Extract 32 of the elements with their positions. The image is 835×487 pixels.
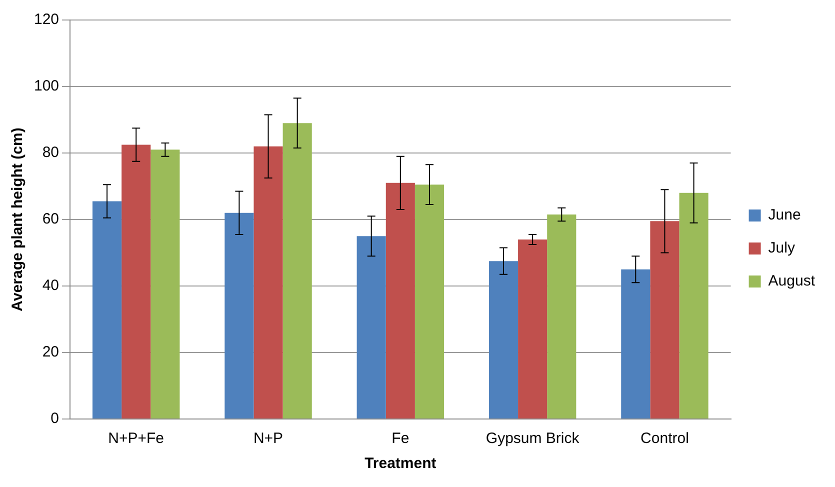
bar	[92, 201, 122, 418]
x-axis-title: Treatment	[364, 455, 436, 472]
bar	[650, 221, 680, 418]
x-tick-label: N+P+Fe	[108, 430, 164, 448]
bar	[150, 150, 180, 418]
y-tick-label: 0	[50, 410, 60, 428]
legend-label: June	[768, 206, 801, 224]
bar	[254, 146, 283, 418]
bar	[488, 261, 518, 418]
x-tick-label: N+P	[253, 430, 284, 448]
bar	[679, 192, 708, 418]
x-tick-label: Control	[640, 430, 689, 448]
bar	[518, 239, 548, 418]
y-tick-label: 60	[42, 210, 60, 228]
bar	[224, 212, 254, 418]
bar	[414, 184, 444, 418]
legend-label: July	[768, 240, 796, 257]
legend-label: August	[768, 272, 816, 290]
y-tick-label: 40	[42, 277, 60, 294]
x-tick-label: Fe	[392, 430, 410, 448]
bar	[386, 182, 415, 418]
y-tick-label: 120	[34, 11, 60, 28]
bar	[122, 144, 151, 418]
y-tick-label: 80	[42, 144, 60, 162]
bar	[621, 269, 650, 418]
bar	[282, 123, 312, 418]
y-axis-title: Average plant height (cm)	[9, 128, 26, 312]
bar	[547, 214, 576, 418]
y-tick-label: 20	[42, 344, 60, 361]
y-tick-label: 100	[34, 78, 60, 95]
x-tick-label: Gypsum Brick	[486, 430, 580, 448]
bar	[356, 236, 386, 418]
